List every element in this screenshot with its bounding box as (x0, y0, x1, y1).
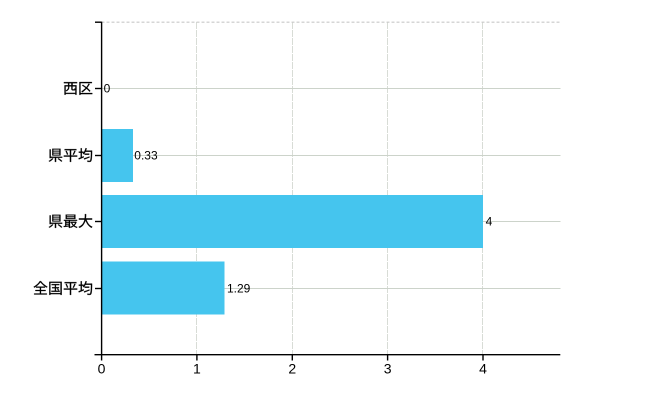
svg-text:1.29: 1.29 (227, 282, 251, 296)
svg-text:0: 0 (98, 361, 106, 377)
svg-text:0.33: 0.33 (134, 149, 158, 163)
svg-text:1: 1 (193, 361, 201, 377)
svg-text:3: 3 (384, 361, 392, 377)
svg-text:2: 2 (288, 361, 296, 377)
svg-text:4: 4 (479, 361, 487, 377)
svg-text:4: 4 (486, 215, 493, 229)
svg-text:0: 0 (104, 82, 111, 96)
